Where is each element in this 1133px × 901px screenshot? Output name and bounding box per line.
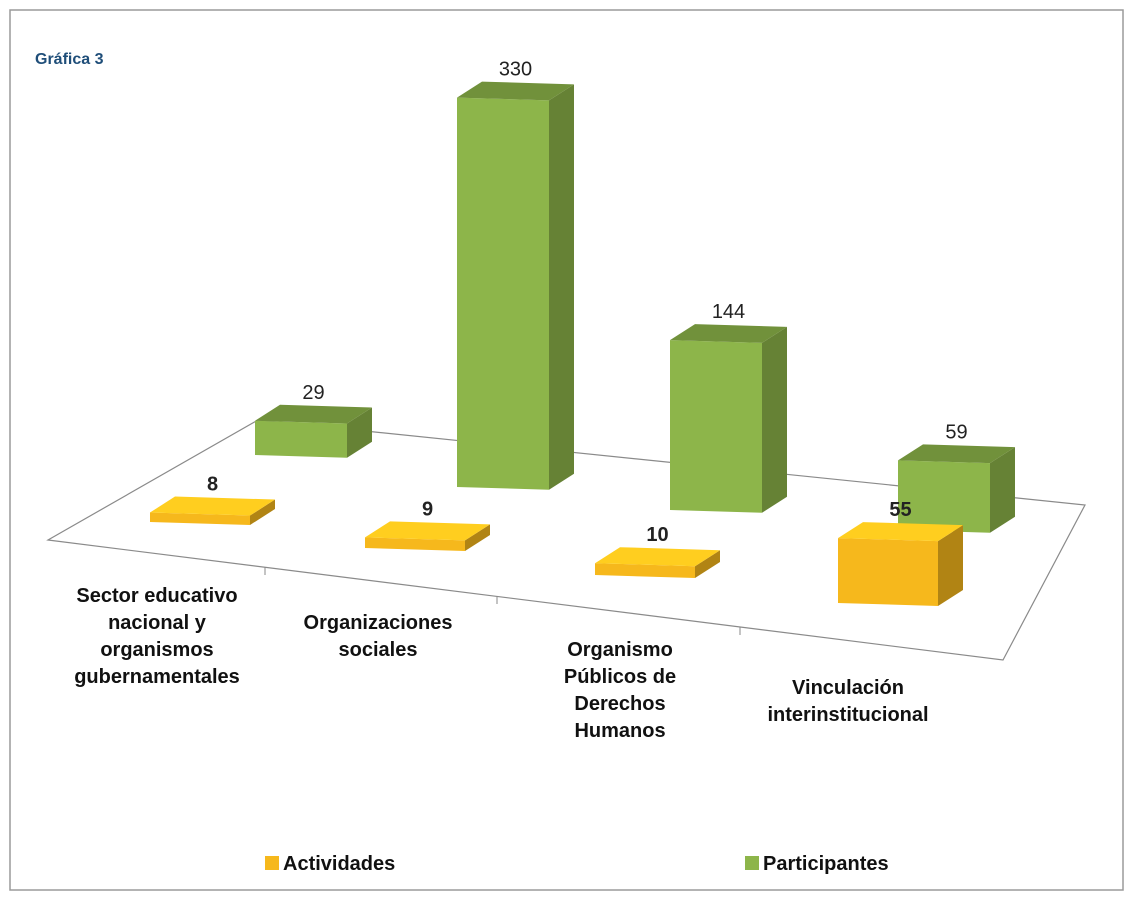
bar-front: [150, 512, 250, 525]
bar-side: [549, 84, 574, 490]
bar-top: [150, 496, 275, 516]
category-label: Organismo Públicos de Derechos Humanos: [563, 639, 677, 742]
bar: [150, 496, 275, 525]
bar-side: [695, 550, 720, 578]
category-label: Organizaciones sociales: [303, 612, 453, 661]
bar-side: [990, 447, 1015, 533]
data-label: 9: [422, 498, 433, 520]
bar: [670, 324, 787, 513]
bar-front: [365, 537, 465, 551]
category-label: Vinculación interinstitucional: [767, 677, 929, 726]
bar-front: [838, 538, 938, 606]
floor-plane: [46, 419, 1086, 661]
bar-front: [595, 563, 695, 578]
bar: [457, 81, 574, 490]
data-label: 10: [646, 524, 668, 546]
bar-side: [762, 326, 787, 513]
bar: [838, 522, 963, 606]
legend-swatch: [745, 856, 759, 870]
data-label: 55: [889, 499, 911, 521]
legend-swatch: [265, 856, 279, 870]
bar-top: [670, 324, 787, 343]
data-label: 144: [712, 301, 745, 323]
bar-side: [938, 525, 963, 606]
bar-front: [898, 460, 990, 533]
bar-side: [465, 524, 490, 551]
data-label: 8: [207, 474, 218, 496]
legend-label: Participantes: [763, 853, 889, 875]
bar-front: [457, 97, 549, 490]
bar-top: [457, 81, 574, 101]
bar: [898, 444, 1015, 533]
legend-label: Actividades: [283, 853, 395, 875]
bar-side: [347, 407, 372, 458]
bar: [365, 521, 490, 551]
bar-top: [255, 404, 372, 424]
bar-top: [838, 522, 963, 542]
bar: [255, 404, 372, 458]
bar-side: [250, 499, 275, 525]
bar-front: [670, 340, 762, 513]
chart-title: Gráfica 3: [35, 51, 104, 68]
data-label: 330: [499, 59, 532, 81]
bar-top: [365, 521, 490, 541]
bar-top: [898, 444, 1015, 464]
data-label: 29: [302, 382, 324, 404]
bar: [595, 547, 720, 578]
data-label: 59: [945, 421, 967, 443]
bar-top: [595, 547, 720, 567]
bar-front: [255, 420, 347, 458]
category-label: Sector educativo nacional y organismos g…: [74, 585, 240, 688]
